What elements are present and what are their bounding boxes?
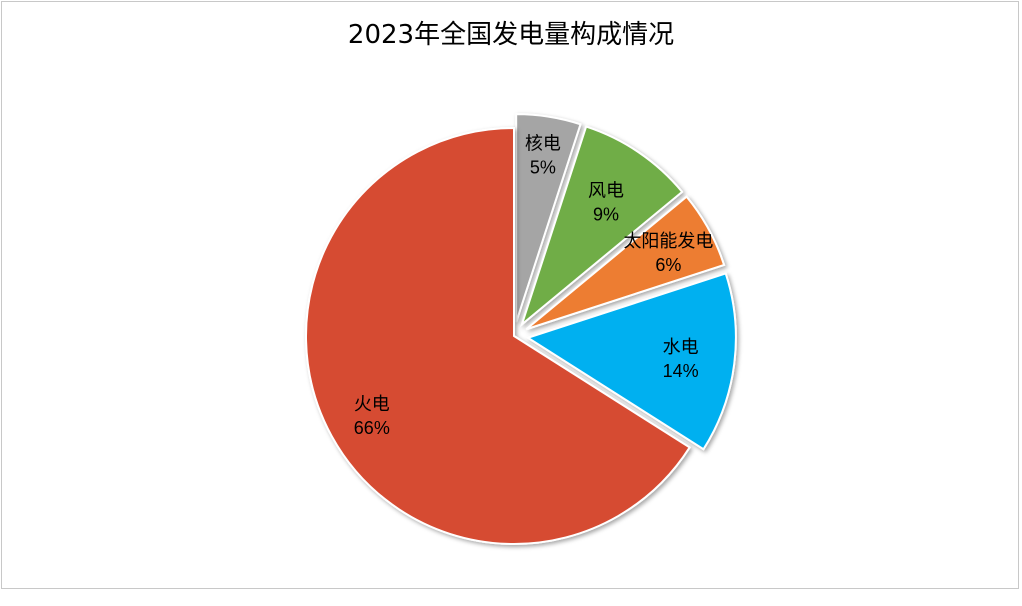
slice-name-label: 核电 <box>525 134 561 154</box>
pie-slice-2 <box>519 125 684 328</box>
pie-slices <box>305 113 737 545</box>
slice-value-label: 9% <box>593 205 619 225</box>
pie-slice-5 <box>305 126 692 545</box>
slice-name-label: 火电 <box>354 394 390 414</box>
slice-value-label: 5% <box>530 158 556 178</box>
slice-value-label: 14% <box>663 361 699 381</box>
pie-labels: 核电 5% 风电 9%太阳能发电 6% 水电 14% 火电 66% <box>354 134 714 438</box>
chart-title: 2023年全国发电量构成情况 <box>347 20 675 50</box>
pie-slice-1 <box>515 113 582 323</box>
slice-name-label: 太阳能发电 <box>623 231 713 251</box>
slice-name-label: 水电 <box>663 337 699 357</box>
slice-name-label: 风电 <box>588 181 624 201</box>
pie-slice-4 <box>525 272 737 451</box>
pie-slice-3 <box>525 195 726 331</box>
slice-value-label: 6% <box>655 255 681 275</box>
slice-value-label: 66% <box>354 418 390 438</box>
